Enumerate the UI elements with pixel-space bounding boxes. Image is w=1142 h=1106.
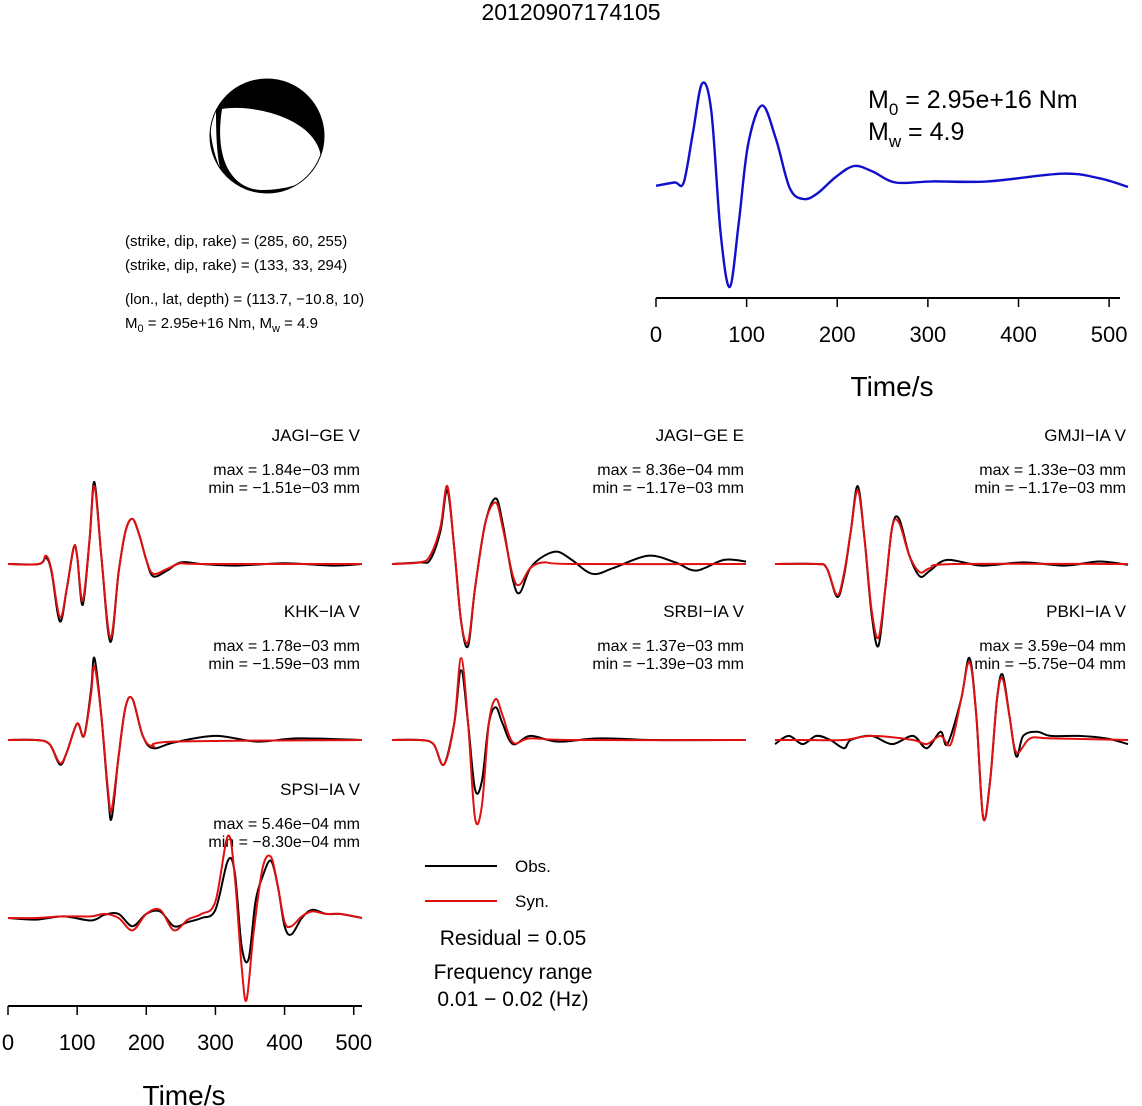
station-max: max = 1.78e−03 mm	[213, 638, 360, 655]
svg-text:(lon., lat, depth) = (113.7, −: (lon., lat, depth) = (113.7, −10.8, 10)	[125, 291, 364, 308]
legend-obs-label: Obs.	[515, 857, 551, 876]
station-max: max = 8.36e−04 mm	[597, 462, 744, 479]
stf-x-axis-label: Time/s	[851, 371, 934, 402]
axis-tick-label: 500	[1091, 322, 1128, 347]
station-name: SPSI−IA V	[280, 780, 361, 799]
station-name: KHK−IA V	[284, 602, 361, 621]
station-min: min = −1.51e−03 mm	[208, 480, 360, 497]
stf-mw-label: Mw = 4.9	[868, 118, 964, 151]
plane1-value: (285, 60, 255)	[254, 233, 347, 250]
legend-syn-label: Syn.	[515, 892, 549, 911]
station-max: max = 3.59e−04 mm	[979, 638, 1126, 655]
syn-line	[774, 489, 1129, 640]
obs-line	[774, 656, 1129, 822]
obs-line	[391, 489, 747, 649]
waveform-x-axis-label: Time/s	[143, 1080, 226, 1106]
syn-line	[7, 485, 363, 639]
figure-title: 20120907174105	[481, 0, 660, 25]
obs-line	[391, 669, 747, 795]
station-min: min = −1.59e−03 mm	[208, 656, 360, 673]
syn-line	[7, 664, 363, 813]
axis-tick-label: 400	[1000, 322, 1037, 347]
axis-tick-label: 100	[728, 322, 765, 347]
syn-line	[7, 834, 363, 1003]
axis-tick-label: 0	[2, 1030, 14, 1055]
svg-text:(strike, dip, rake) = (133, 33: (strike, dip, rake) = (133, 33, 294)	[125, 257, 347, 274]
mechanism-info: (strike, dip, rake) = (285, 60, 255) (st…	[125, 233, 364, 335]
location-value: (113.7, −10.8, 10)	[246, 291, 364, 308]
station-max: max = 1.37e−03 mm	[597, 638, 744, 655]
station-name: SRBI−IA V	[663, 602, 744, 621]
station-min: min = −1.17e−03 mm	[592, 480, 744, 497]
station-name: PBKI−IA V	[1046, 602, 1127, 621]
syn-line	[774, 661, 1129, 822]
axis-tick-label: 0	[650, 322, 662, 347]
axis-tick-label: 500	[335, 1030, 372, 1055]
station-max: max = 1.33e−03 mm	[979, 462, 1126, 479]
axis-tick-label: 400	[266, 1030, 303, 1055]
legend: Obs. Syn. Residual = 0.05 Frequency rang…	[425, 857, 592, 1011]
focal-mechanism-beachball	[209, 78, 325, 194]
station-min: min = −1.39e−03 mm	[592, 656, 744, 673]
axis-tick-label: 300	[910, 322, 947, 347]
station-name: JAGI−GE E	[656, 426, 744, 445]
axis-tick-label: 100	[59, 1030, 96, 1055]
stf-line	[655, 81, 1129, 289]
obs-line	[7, 856, 363, 964]
station-max: max = 1.84e−03 mm	[213, 462, 360, 479]
station-name: JAGI−GE V	[272, 426, 361, 445]
m0-value: 2.95e+16	[161, 315, 224, 332]
svg-text:(strike, dip, rake) = (285, 60: (strike, dip, rake) = (285, 60, 255)	[125, 233, 347, 250]
mw-value: 4.9	[297, 315, 318, 332]
station-name: GMJI−IA V	[1044, 426, 1126, 445]
stf-m0-label: M0 = 2.95e+16 Nm	[868, 86, 1078, 119]
station-max: max = 5.46e−04 mm	[213, 816, 360, 833]
waveform-x-axis: 0 100 200 300 400 500	[2, 1005, 372, 1055]
station-min: min = −8.30e−04 mm	[208, 834, 360, 851]
axis-tick-label: 200	[128, 1030, 165, 1055]
source-time-function: M0 = 2.95e+16 Nm Mw = 4.9 0 100 200 300 400 5…	[650, 81, 1129, 402]
stf-x-axis: 0 100 200 300 400 500	[650, 297, 1128, 347]
plane1-label: (strike, dip, rake)	[125, 233, 237, 250]
station-min: min = −5.75e−04 mm	[974, 656, 1126, 673]
residual-label: Residual = 0.05	[440, 927, 587, 950]
syn-line	[391, 656, 747, 826]
axis-tick-label: 200	[819, 322, 856, 347]
obs-line	[774, 485, 1129, 648]
plane2-label: (strike, dip, rake)	[125, 257, 237, 274]
m0-mw-line: M0 = 2.95e+16 Nm, Mw = 4.9	[125, 315, 318, 335]
axis-tick-label: 300	[197, 1030, 234, 1055]
frequency-range: 0.01 − 0.02 (Hz)	[437, 988, 588, 1011]
syn-line	[391, 485, 747, 645]
location-label: (lon., lat, depth)	[125, 291, 229, 308]
plane2-value: (133, 33, 294)	[254, 257, 347, 274]
frequency-title: Frequency range	[434, 961, 593, 984]
station-min: min = −1.17e−03 mm	[974, 480, 1126, 497]
